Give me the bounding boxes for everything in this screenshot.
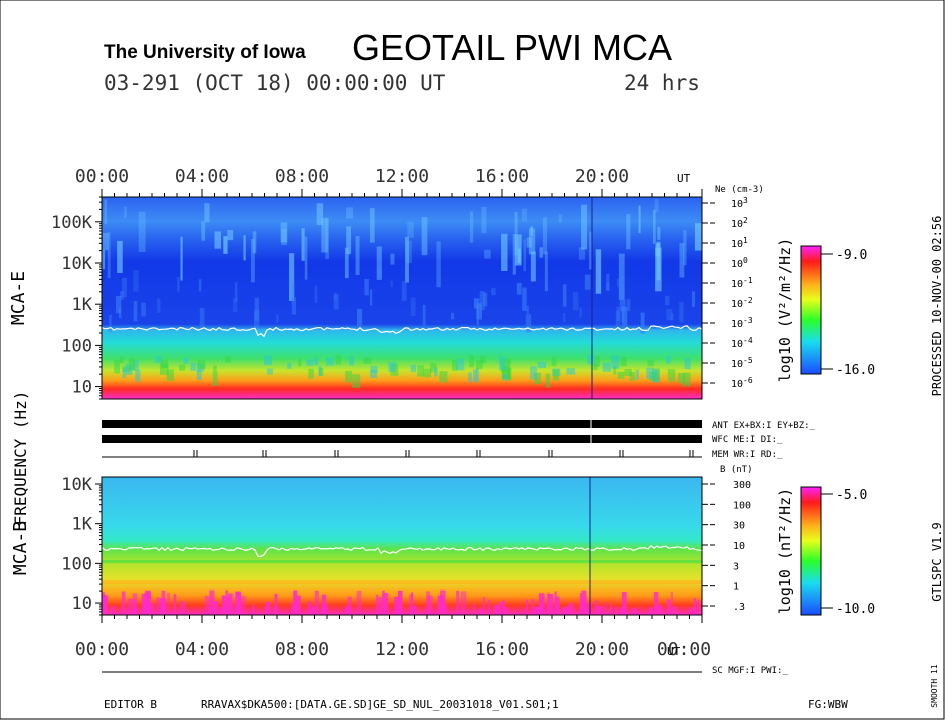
mca-e-colorbar-max: -9.0 — [836, 248, 867, 263]
time-tick-top-label: 08:00 — [275, 166, 329, 187]
time-tick-bottom-label: 00:00 — [75, 639, 129, 660]
right-axis-tick-label: 3 — [733, 561, 739, 572]
sc-status-text: SC MGF:I PWI:_ — [712, 666, 788, 676]
right-axis-tick-label: .3 — [733, 602, 745, 613]
mca-b-texture — [102, 560, 702, 615]
ne-axis-label: Ne (cm-3) — [715, 185, 764, 195]
smooth-stamp: SMOOTH 11 — [930, 664, 939, 708]
time-tick-bottom-label: 16:00 — [475, 639, 529, 660]
wfc-status-text: WFC ME:I DI:_ — [712, 435, 783, 445]
frequency-tick-label: 1K — [72, 295, 93, 315]
ant-status-bar — [102, 420, 702, 428]
time-unit-top: UT — [677, 172, 691, 185]
time-axis-top: 00:00 04:00 08:00 12:00 16:00 20:00 — [75, 166, 703, 197]
mca-b-colorbar — [800, 486, 822, 616]
time-tick-bottom-label: 12:00 — [375, 639, 429, 660]
frequency-tick-label: 100K — [51, 213, 93, 233]
duration-label: 24 hrs — [624, 71, 700, 95]
frequency-tick-label: 10K — [61, 475, 92, 495]
time-tick-top-label: 20:00 — [575, 166, 629, 187]
right-axis-tick-label: 30 — [733, 521, 745, 532]
time-tick-top-label: 12:00 — [375, 166, 429, 187]
mca-b-plasma-line — [101, 544, 703, 558]
fg-label: FG:WBW — [808, 698, 848, 711]
frequency-axis-label: FREQUENCY (Hz) — [11, 391, 30, 526]
mca-e-texture — [102, 199, 702, 388]
mca-b-frequency-axis: 10K 1K 100 10 — [61, 475, 102, 616]
processed-stamp: PROCESSED 10-NOV-00 02:56 — [930, 216, 944, 397]
mca-e-colorbar — [800, 245, 822, 375]
time-tick-bottom-label: 00:00 — [657, 639, 711, 660]
institution-label: The University of Iowa — [104, 42, 306, 63]
file-path: RRAVAX$DKA500:[DATA.GE.SD]GE_SD_NUL_2003… — [201, 698, 559, 711]
time-unit-bottom: UT — [667, 645, 681, 658]
mca-b-colorbar-min: -10.0 — [836, 602, 875, 617]
mca-e-frequency-axis: 100K 10K 1K 100 10 — [51, 196, 102, 400]
mca-e-panel-label: MCA-E — [8, 271, 29, 325]
version-stamp: GTLSPC V1.9 — [930, 522, 944, 601]
right-axis-tick-label: 100 — [733, 500, 751, 511]
frequency-tick-label: 10 — [72, 594, 92, 614]
b-field-axis: 300 100 30 10 3 1 .3 — [702, 480, 751, 613]
right-axis-tick-label: 300 — [733, 480, 751, 491]
frequency-tick-label: 100 — [61, 336, 92, 356]
time-tick-bottom-label: 08:00 — [275, 639, 329, 660]
time-tick-top-label: 04:00 — [175, 166, 229, 187]
time-axis-bottom: 00:00 04:00 08:00 12:00 16:00 20:00 00:00 — [75, 615, 711, 660]
b-axis-label: B (nT) — [720, 465, 753, 475]
frequency-tick-label: 10K — [61, 254, 92, 274]
time-tick-bottom-label: 04:00 — [175, 639, 229, 660]
mca-b-colorbar-max: -5.0 — [836, 488, 867, 503]
mca-e-colorbar-label: log10 (V²/m²/Hz) — [776, 238, 794, 383]
mca-b-panel-label: MCA-B — [10, 521, 31, 575]
wfc-status-bar — [102, 435, 702, 443]
date-line: 03-291 (OCT 18) 00:00:00 UT — [104, 71, 446, 95]
figure-title: GEOTAIL PWI MCA — [352, 27, 672, 68]
mem-status-ticks — [193, 450, 694, 457]
ant-status-text: ANT EX+BX:I EY+BZ:_ — [712, 421, 816, 431]
time-tick-top-label: 16:00 — [475, 166, 529, 187]
editor-label: EDITOR B — [104, 698, 157, 711]
frequency-tick-label: 1K — [72, 515, 93, 535]
mca-b-colorbar-label: log10 (nT²/Hz) — [776, 488, 794, 614]
time-tick-bottom-label: 20:00 — [575, 639, 629, 660]
mca-e-plasma-line — [101, 325, 703, 338]
mca-e-frame — [101, 196, 703, 400]
mca-e-colorbar-min: -16.0 — [836, 363, 875, 378]
right-axis-tick-label: 1 — [733, 582, 739, 593]
mem-status-text: MEM WR:I RD:_ — [712, 450, 783, 460]
time-tick-top-label: 00:00 — [75, 166, 129, 187]
right-axis-tick-label: 10 — [733, 541, 745, 552]
frequency-tick-label: 100 — [61, 554, 92, 574]
frequency-tick-label: 10 — [72, 378, 92, 398]
